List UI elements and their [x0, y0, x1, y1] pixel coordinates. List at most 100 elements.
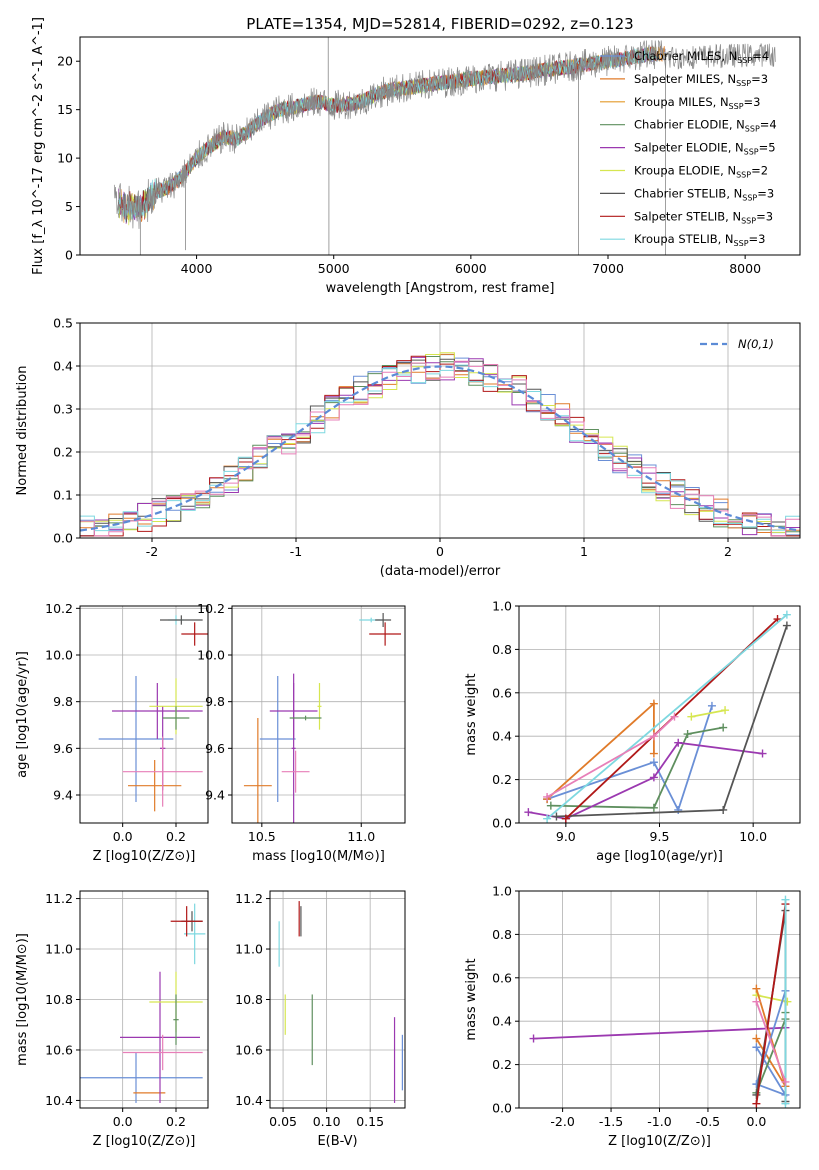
data-point — [128, 760, 182, 812]
series-marker — [721, 706, 730, 715]
series-marker — [719, 723, 728, 732]
series-marker — [758, 749, 767, 758]
series-marker — [752, 984, 761, 993]
x-tick-label: 8000 — [729, 261, 761, 276]
y-tick-label: 0.4 — [492, 729, 512, 744]
series-marker — [546, 801, 555, 810]
legend-entry: Kroupa ELODIE, NSSP=2 — [634, 164, 768, 180]
data-point — [173, 994, 179, 1045]
y-tick-label: 9.8 — [53, 694, 73, 709]
data-point — [122, 1034, 203, 1071]
legend-entry: Salpeter ELODIE, NSSP=5 — [634, 141, 776, 157]
weight_vs_age-plot-area — [524, 610, 791, 823]
y-axis-label: Normed distribution — [15, 366, 30, 496]
series-marker — [543, 792, 552, 801]
series-marker — [752, 1034, 761, 1043]
data-point — [281, 750, 310, 793]
data-point — [289, 715, 322, 721]
series-marker — [543, 814, 552, 823]
y-tick-label: 11.0 — [45, 942, 73, 957]
mass_vs_Z-plot-area — [80, 903, 206, 1103]
x-tick-label: 10.5 — [248, 829, 276, 844]
y-tick-label: 0.0 — [492, 1101, 512, 1116]
legend-entry: Salpeter STELIB, NSSP=3 — [634, 209, 773, 225]
y-tick-label: 0.0 — [492, 816, 512, 831]
y-tick-label: 9.4 — [53, 788, 73, 803]
legend-entry: Kroupa STELIB, NSSP=3 — [634, 232, 765, 248]
y-tick-label: 10.2 — [197, 601, 225, 616]
x-tick-label: 4000 — [181, 261, 213, 276]
y-tick-label: 1.0 — [492, 599, 512, 614]
y-tick-label: 1.0 — [492, 884, 512, 899]
residuals-panel: N(0,1) -2 -1 0 1 2 0.0 0.1 0.2 0.3 0.4 0.5 (data-mod… — [15, 316, 801, 579]
series-marker — [649, 732, 658, 741]
y-tick-label: 10.2 — [45, 601, 73, 616]
series-marker — [781, 895, 790, 904]
y-tick-label: 0.4 — [53, 359, 73, 374]
series-marker — [752, 997, 761, 1006]
residuals-plot-area — [80, 352, 800, 537]
histogram-series — [80, 360, 800, 537]
y-tick-label: 11.0 — [235, 942, 263, 957]
series-marker — [781, 1099, 790, 1108]
y-tick-label: 0.0 — [53, 531, 73, 546]
y-tick-label: 0.8 — [492, 927, 512, 942]
age_vs_mass-panel: 10.5 11.0 9.4 9.6 9.8 10.0 10.2 mass [log10(M/M… — [197, 601, 406, 864]
y-tick-label: 10.4 — [235, 1093, 263, 1108]
age_vs_Z-panel: 0.0 0.2 9.4 9.6 9.8 10.0 10.2 Z [log10(Z/Z⊙)] ag… — [15, 601, 209, 864]
y-tick-label: 0.6 — [492, 685, 512, 700]
data-point — [122, 736, 203, 807]
legend-entry: Chabrier STELIB, NSSP=3 — [634, 186, 774, 202]
weight_vs_Z-panel: -2.0 -1.5 -1.0 -0.5 0.0 0.0 0.2 0.4 0.6 0.8 1.0 Z [… — [464, 884, 801, 1149]
series-marker — [781, 1077, 790, 1086]
x-axis-label: Z [log10(Z/Z⊙)] — [93, 1134, 196, 1149]
x-tick-label: 11.0 — [347, 829, 375, 844]
data-point — [170, 906, 203, 937]
y-tick-label: 10.6 — [45, 1042, 73, 1057]
spectrum-plot-area — [113, 37, 776, 255]
x-axis-label: age [log10(age/yr)] — [596, 849, 723, 864]
y-tick-label: 10.0 — [197, 648, 225, 663]
series-marker — [561, 814, 570, 823]
y-tick-label: 10.8 — [235, 992, 263, 1007]
x-tick-label: -2 — [146, 544, 158, 559]
y-tick-label: 20 — [57, 54, 73, 69]
series-marker — [649, 758, 658, 767]
figure-title: PLATE=1354, MJD=52814, FIBERID=0292, z=0… — [246, 15, 633, 33]
series-marker — [674, 738, 683, 747]
x-axis-label: mass [log10(M/M⊙)] — [252, 849, 385, 864]
series-marker — [649, 773, 658, 782]
series-marker — [707, 701, 716, 710]
series-marker — [687, 712, 696, 721]
y-axis-label: mass weight — [464, 958, 479, 1040]
series-line — [550, 726, 724, 809]
series-marker — [529, 1034, 538, 1043]
data-point — [259, 676, 296, 802]
mass_vs_ebv-plot-area — [278, 901, 403, 1103]
series-marker — [524, 808, 533, 817]
x-tick-label: 2 — [724, 544, 732, 559]
x-tick-label: 0.2 — [166, 1114, 186, 1129]
series-marker — [674, 805, 683, 814]
y-tick-label: 5 — [65, 199, 73, 214]
gaussian-curve — [80, 365, 800, 532]
legend-entry: Kroupa MILES, NSSP=3 — [634, 95, 760, 111]
data-point — [181, 622, 208, 646]
y-tick-label: 10.6 — [235, 1042, 263, 1057]
y-tick-label: 0 — [65, 248, 73, 263]
x-tick-label: 0.10 — [313, 1114, 341, 1129]
y-tick-label: 9.8 — [205, 694, 225, 709]
series-marker — [752, 1099, 761, 1108]
series-line — [691, 709, 726, 718]
y-tick-label: 15 — [57, 102, 73, 117]
x-tick-label: -2.0 — [550, 1114, 574, 1129]
y-tick-label: 0.2 — [53, 445, 73, 460]
series-line — [546, 614, 788, 820]
data-point — [369, 622, 402, 646]
x-tick-label: 0 — [436, 544, 444, 559]
spectrum-series-line — [118, 46, 666, 223]
y-axis-label: age [log10(age/yr)] — [15, 651, 30, 778]
x-tick-label: 0.15 — [356, 1114, 384, 1129]
series-marker — [649, 803, 658, 812]
